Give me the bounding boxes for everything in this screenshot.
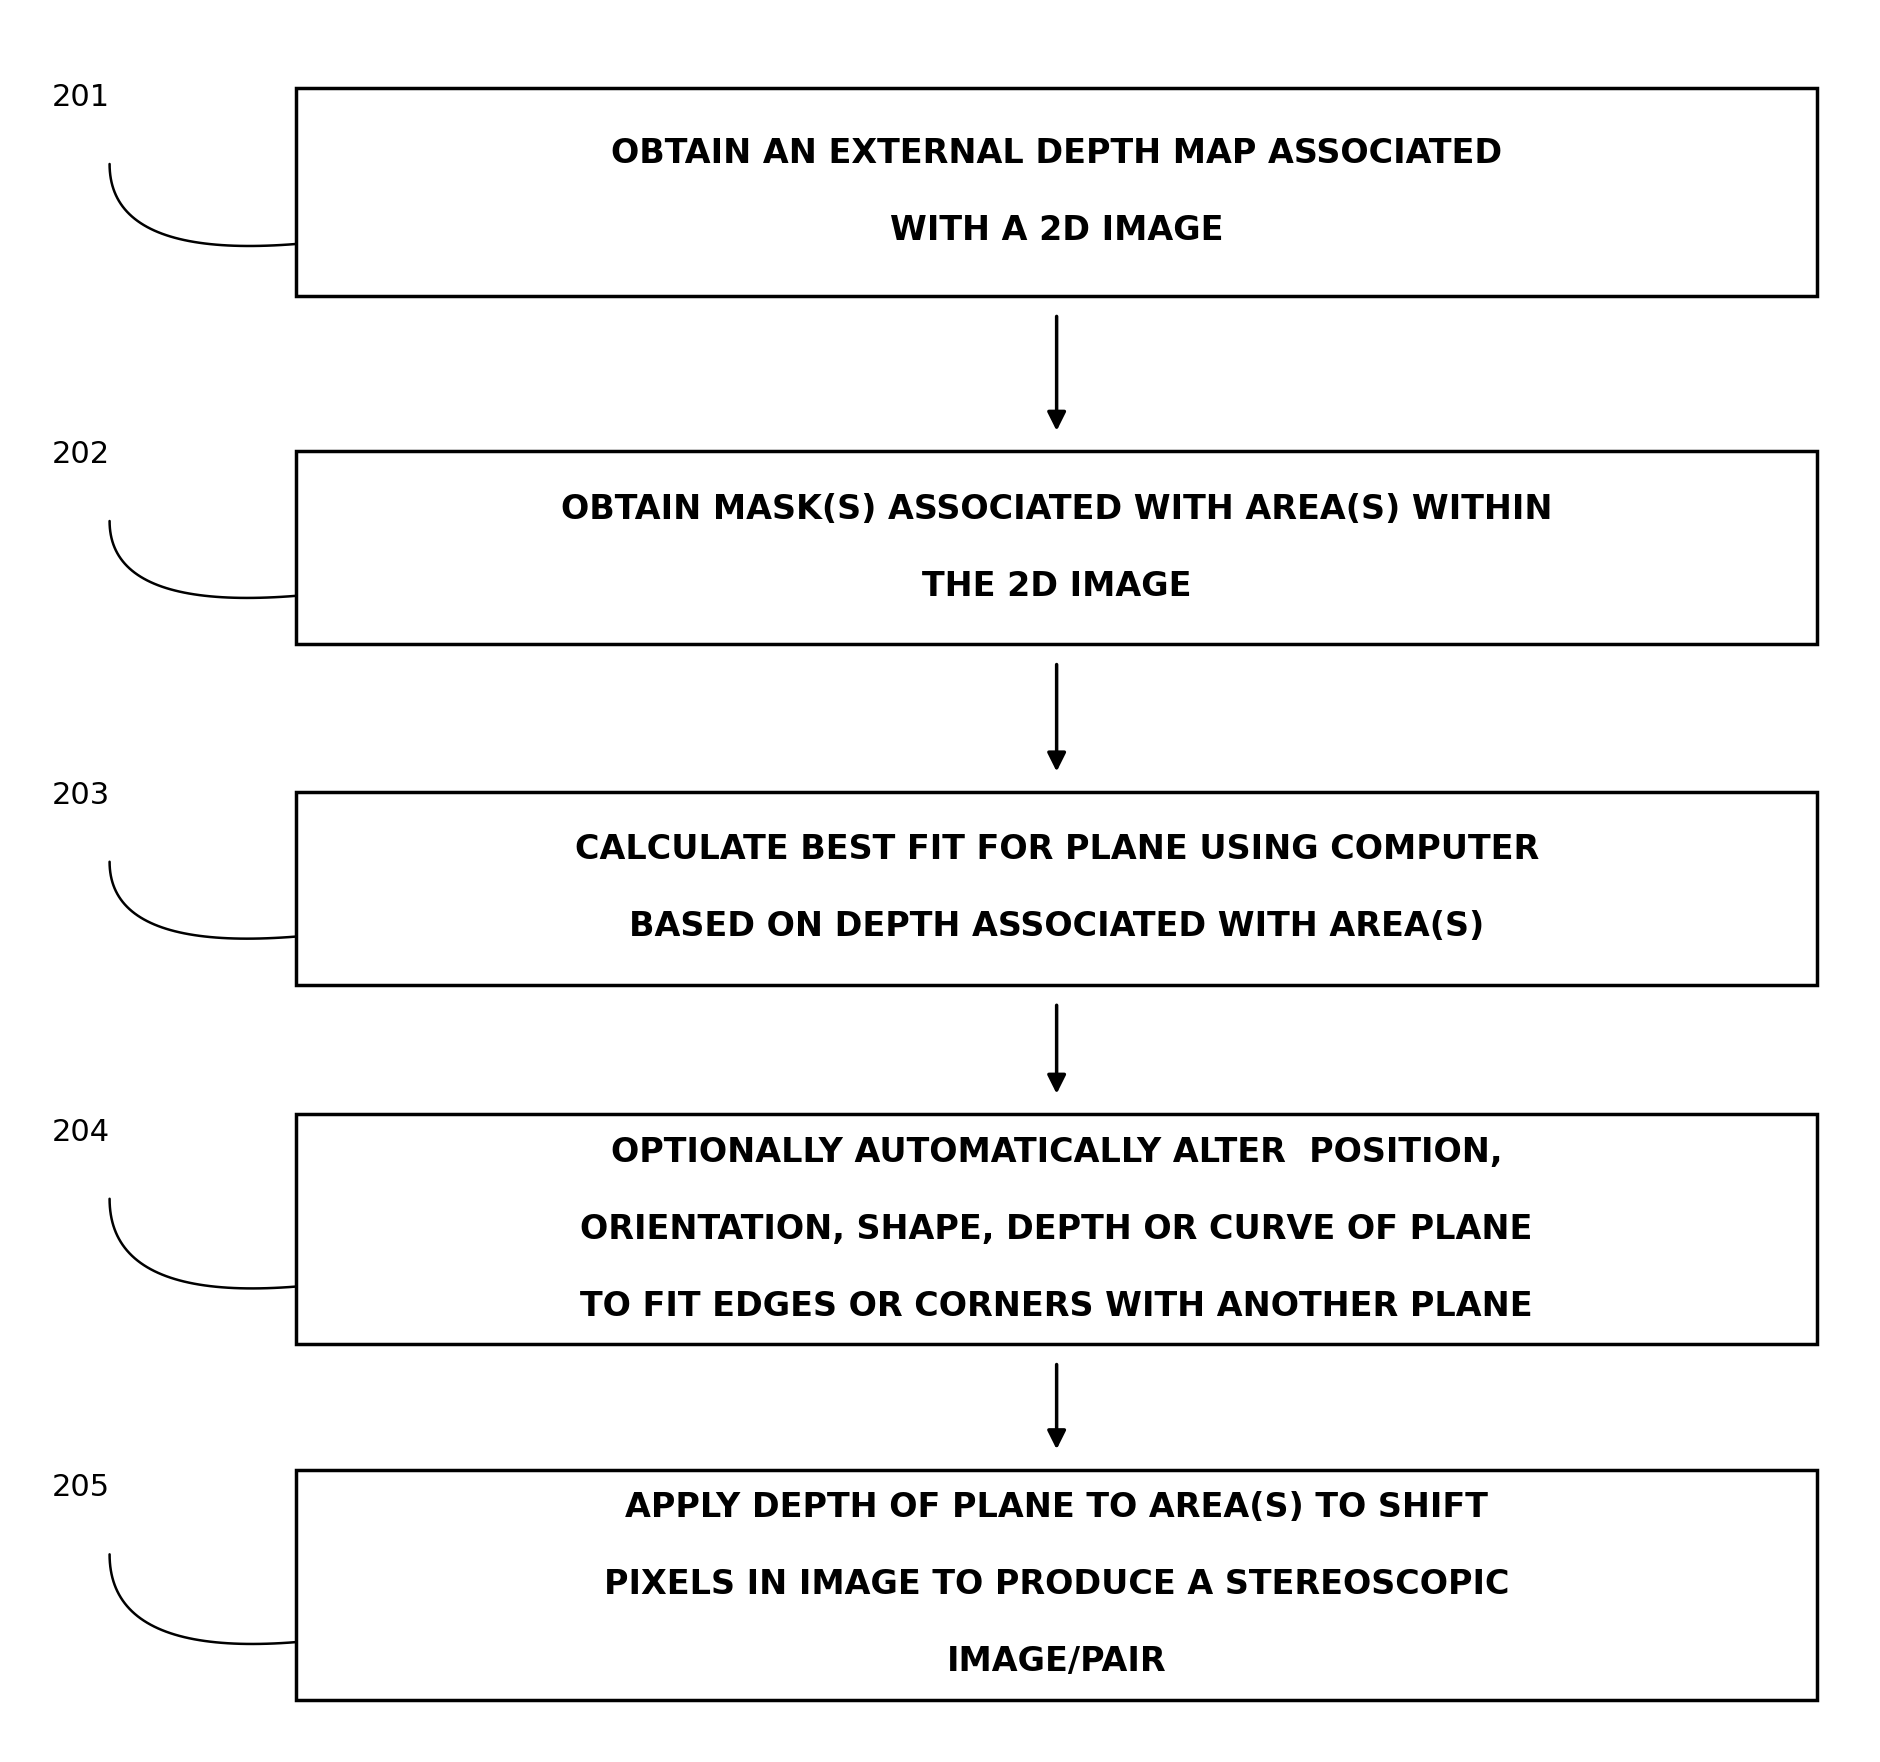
Text: 202: 202 xyxy=(51,440,109,469)
Text: CALCULATE BEST FIT FOR PLANE USING COMPUTER: CALCULATE BEST FIT FOR PLANE USING COMPU… xyxy=(575,833,1538,867)
Bar xyxy=(297,451,1818,643)
Text: IMAGE/PAIR: IMAGE/PAIR xyxy=(948,1646,1166,1677)
Text: 204: 204 xyxy=(51,1117,109,1147)
Text: OBTAIN AN EXTERNAL DEPTH MAP ASSOCIATED: OBTAIN AN EXTERNAL DEPTH MAP ASSOCIATED xyxy=(611,137,1502,171)
Text: PIXELS IN IMAGE TO PRODUCE A STEREOSCOPIC: PIXELS IN IMAGE TO PRODUCE A STEREOSCOPI… xyxy=(603,1568,1510,1602)
Text: 203: 203 xyxy=(51,781,109,811)
Text: THE 2D IMAGE: THE 2D IMAGE xyxy=(921,569,1192,603)
Bar xyxy=(297,88,1818,296)
Bar xyxy=(297,1114,1818,1344)
Text: WITH A 2D IMAGE: WITH A 2D IMAGE xyxy=(889,215,1224,247)
Text: TO FIT EDGES OR CORNERS WITH ANOTHER PLANE: TO FIT EDGES OR CORNERS WITH ANOTHER PLA… xyxy=(581,1290,1532,1323)
Text: 201: 201 xyxy=(51,83,109,113)
Text: APPLY DEPTH OF PLANE TO AREA(S) TO SHIFT: APPLY DEPTH OF PLANE TO AREA(S) TO SHIFT xyxy=(626,1491,1489,1524)
Text: OBTAIN MASK(S) ASSOCIATED WITH AREA(S) WITHIN: OBTAIN MASK(S) ASSOCIATED WITH AREA(S) W… xyxy=(560,493,1553,525)
Bar xyxy=(297,793,1818,985)
Text: 205: 205 xyxy=(51,1473,109,1503)
Text: BASED ON DEPTH ASSOCIATED WITH AREA(S): BASED ON DEPTH ASSOCIATED WITH AREA(S) xyxy=(630,911,1483,943)
Text: ORIENTATION, SHAPE, DEPTH OR CURVE OF PLANE: ORIENTATION, SHAPE, DEPTH OR CURVE OF PL… xyxy=(581,1212,1532,1246)
Text: OPTIONALLY AUTOMATICALLY ALTER  POSITION,: OPTIONALLY AUTOMATICALLY ALTER POSITION, xyxy=(611,1135,1502,1168)
Bar xyxy=(297,1470,1818,1700)
